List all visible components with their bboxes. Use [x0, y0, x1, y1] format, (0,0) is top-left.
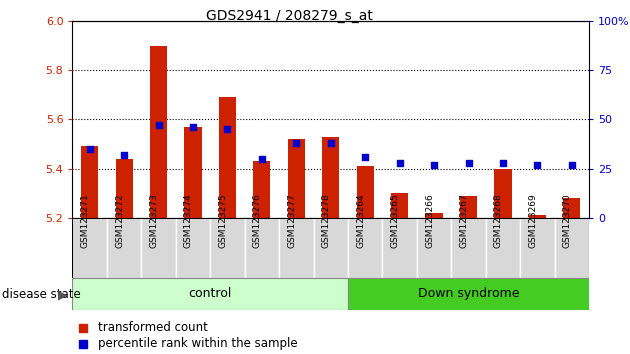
- Text: GSM123271: GSM123271: [81, 193, 89, 248]
- Text: GSM123273: GSM123273: [149, 193, 159, 248]
- Bar: [81, 147, 98, 218]
- Point: [498, 160, 508, 166]
- Text: GSM123278: GSM123278: [322, 193, 331, 248]
- Text: ▶: ▶: [58, 288, 67, 301]
- Text: GSM123268: GSM123268: [494, 193, 503, 248]
- FancyBboxPatch shape: [486, 218, 520, 278]
- Text: GSM123270: GSM123270: [563, 193, 572, 248]
- Point: [326, 140, 336, 146]
- Bar: [115, 159, 133, 218]
- Bar: [529, 215, 546, 218]
- Text: disease state: disease state: [2, 288, 81, 301]
- Text: GSM123272: GSM123272: [115, 193, 124, 248]
- Bar: [322, 137, 340, 218]
- Point: [360, 154, 370, 160]
- Point: [257, 156, 267, 161]
- Text: Down syndrome: Down syndrome: [418, 287, 519, 300]
- Text: GSM123266: GSM123266: [425, 193, 434, 248]
- FancyBboxPatch shape: [244, 218, 279, 278]
- Bar: [563, 198, 580, 218]
- Text: GDS2941 / 208279_s_at: GDS2941 / 208279_s_at: [207, 9, 373, 23]
- Bar: [72, 278, 348, 310]
- Point: [291, 140, 301, 146]
- Bar: [460, 196, 477, 218]
- FancyBboxPatch shape: [417, 218, 451, 278]
- Text: GSM123276: GSM123276: [253, 193, 262, 248]
- Text: GSM123264: GSM123264: [356, 193, 365, 248]
- Text: control: control: [188, 287, 232, 300]
- FancyBboxPatch shape: [520, 218, 554, 278]
- FancyBboxPatch shape: [72, 218, 107, 278]
- Point: [154, 122, 164, 128]
- FancyBboxPatch shape: [141, 218, 176, 278]
- Point: [222, 126, 232, 132]
- FancyBboxPatch shape: [210, 218, 244, 278]
- Bar: [253, 161, 270, 218]
- Point: [567, 162, 577, 167]
- FancyBboxPatch shape: [107, 218, 141, 278]
- Point: [532, 162, 542, 167]
- Text: transformed count: transformed count: [98, 321, 208, 334]
- Point: [119, 152, 129, 158]
- Point: [84, 146, 94, 152]
- FancyBboxPatch shape: [176, 218, 210, 278]
- Text: GSM123277: GSM123277: [287, 193, 296, 248]
- Bar: [185, 127, 202, 218]
- FancyBboxPatch shape: [382, 218, 417, 278]
- Bar: [425, 213, 443, 218]
- Point: [394, 160, 404, 166]
- Text: GSM123269: GSM123269: [529, 193, 537, 248]
- Bar: [495, 169, 512, 218]
- Bar: [150, 46, 167, 218]
- Bar: [391, 193, 408, 218]
- FancyBboxPatch shape: [279, 218, 314, 278]
- Text: GSM123275: GSM123275: [219, 193, 227, 248]
- Text: GSM123267: GSM123267: [459, 193, 469, 248]
- Text: percentile rank within the sample: percentile rank within the sample: [98, 337, 298, 350]
- Text: GSM123265: GSM123265: [391, 193, 399, 248]
- Point: [464, 160, 474, 166]
- Point: [188, 125, 198, 130]
- Bar: [288, 139, 305, 218]
- FancyBboxPatch shape: [314, 218, 348, 278]
- FancyBboxPatch shape: [554, 218, 589, 278]
- Point: [429, 162, 439, 167]
- Text: GSM123274: GSM123274: [184, 193, 193, 248]
- FancyBboxPatch shape: [348, 218, 382, 278]
- FancyBboxPatch shape: [451, 218, 486, 278]
- Bar: [219, 97, 236, 218]
- Bar: [348, 278, 589, 310]
- Bar: [357, 166, 374, 218]
